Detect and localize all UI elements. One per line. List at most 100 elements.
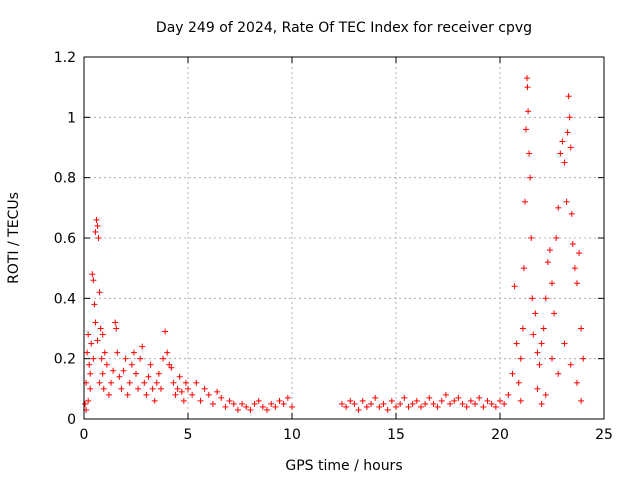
data-point: [143, 391, 150, 398]
data-point: [85, 331, 92, 338]
data-point: [139, 343, 146, 350]
data-point: [555, 370, 562, 377]
data-point: [351, 400, 358, 407]
data-point: [118, 385, 125, 392]
data-point: [276, 397, 283, 404]
data-point: [384, 406, 391, 413]
data-point: [376, 403, 383, 410]
data-point: [557, 150, 564, 157]
data-point: [517, 397, 524, 404]
data-point: [519, 325, 526, 332]
y-tick-labels: 0 0.2 0.4 0.6 0.8 1 1.2: [54, 50, 76, 428]
data-point: [553, 235, 560, 241]
data-point: [160, 355, 167, 362]
data-point: [538, 400, 545, 407]
data-point: [497, 397, 503, 404]
data-point: [105, 391, 112, 398]
data-point: [355, 406, 362, 413]
data-point: [363, 403, 370, 410]
data-point: [94, 222, 101, 229]
data-point: [178, 388, 185, 395]
data-point: [145, 373, 152, 380]
x-axis-title: GPS time / hours: [285, 458, 402, 474]
data-point: [182, 379, 189, 386]
data-point: [168, 364, 175, 371]
data-point: [426, 394, 433, 401]
data-point: [110, 367, 117, 374]
data-point: [243, 403, 250, 410]
data-point: [234, 406, 241, 413]
data-point: [532, 310, 539, 317]
data-point: [149, 385, 156, 392]
data-point: [130, 349, 137, 356]
data-point: [201, 385, 208, 392]
data-point: [259, 403, 266, 410]
data-point: [85, 397, 92, 404]
data-point: [513, 340, 520, 347]
data-point: [124, 391, 131, 398]
data-point: [251, 400, 258, 407]
data-point: [205, 391, 212, 398]
data-point: [92, 228, 99, 235]
data-point: [113, 325, 120, 332]
data-point: [538, 340, 545, 347]
x-tick-label: 10: [283, 427, 301, 443]
data-point: [569, 241, 576, 248]
data-point: [472, 400, 479, 407]
data-point: [347, 397, 354, 404]
data-point: [87, 370, 94, 377]
data-point: [480, 403, 487, 410]
data-point: [534, 349, 541, 356]
data-point: [255, 397, 262, 404]
data-point: [90, 277, 97, 284]
data-point: [580, 355, 587, 362]
data-point: [430, 400, 437, 407]
data-point: [135, 385, 142, 392]
data-point: [542, 391, 549, 398]
data-point: [524, 84, 531, 91]
data-point: [164, 349, 171, 356]
data-point: [520, 265, 527, 272]
data-point: [174, 385, 181, 392]
data-point: [571, 265, 578, 272]
data-point: [176, 373, 183, 380]
data-point: [442, 391, 449, 398]
data-point: [434, 403, 441, 410]
data-point: [563, 198, 570, 205]
data-point: [343, 403, 350, 410]
data-point: [112, 319, 119, 326]
data-point: [388, 397, 395, 404]
data-point: [515, 379, 522, 386]
data-point: [536, 361, 543, 368]
data-point: [447, 400, 454, 407]
data-point: [567, 144, 574, 151]
data-point: [576, 250, 583, 257]
data-point: [546, 247, 553, 254]
data-point: [100, 385, 107, 392]
data-point: [372, 394, 379, 401]
data-point: [565, 93, 572, 100]
data-point: [93, 216, 100, 223]
data-point: [544, 259, 551, 266]
data-point: [284, 394, 291, 401]
data-point: [172, 391, 179, 398]
data-point: [561, 340, 568, 347]
data-point: [98, 355, 105, 362]
data-point: [534, 385, 541, 392]
x-tick-label: 25: [595, 427, 613, 443]
data-point: [555, 204, 562, 211]
y-tick-label: 0: [67, 412, 76, 428]
data-point: [209, 400, 216, 407]
data-point: [128, 361, 135, 368]
ticks: [83, 56, 605, 420]
data-point: [527, 174, 534, 181]
data-point: [226, 397, 233, 404]
data-point: [133, 370, 139, 377]
y-axis-title: ROTI / TECUs: [6, 192, 22, 284]
data-point: [501, 400, 508, 407]
data-point: [92, 319, 99, 326]
data-point: [542, 295, 549, 302]
data-point: [82, 400, 89, 407]
data-point: [162, 328, 169, 335]
